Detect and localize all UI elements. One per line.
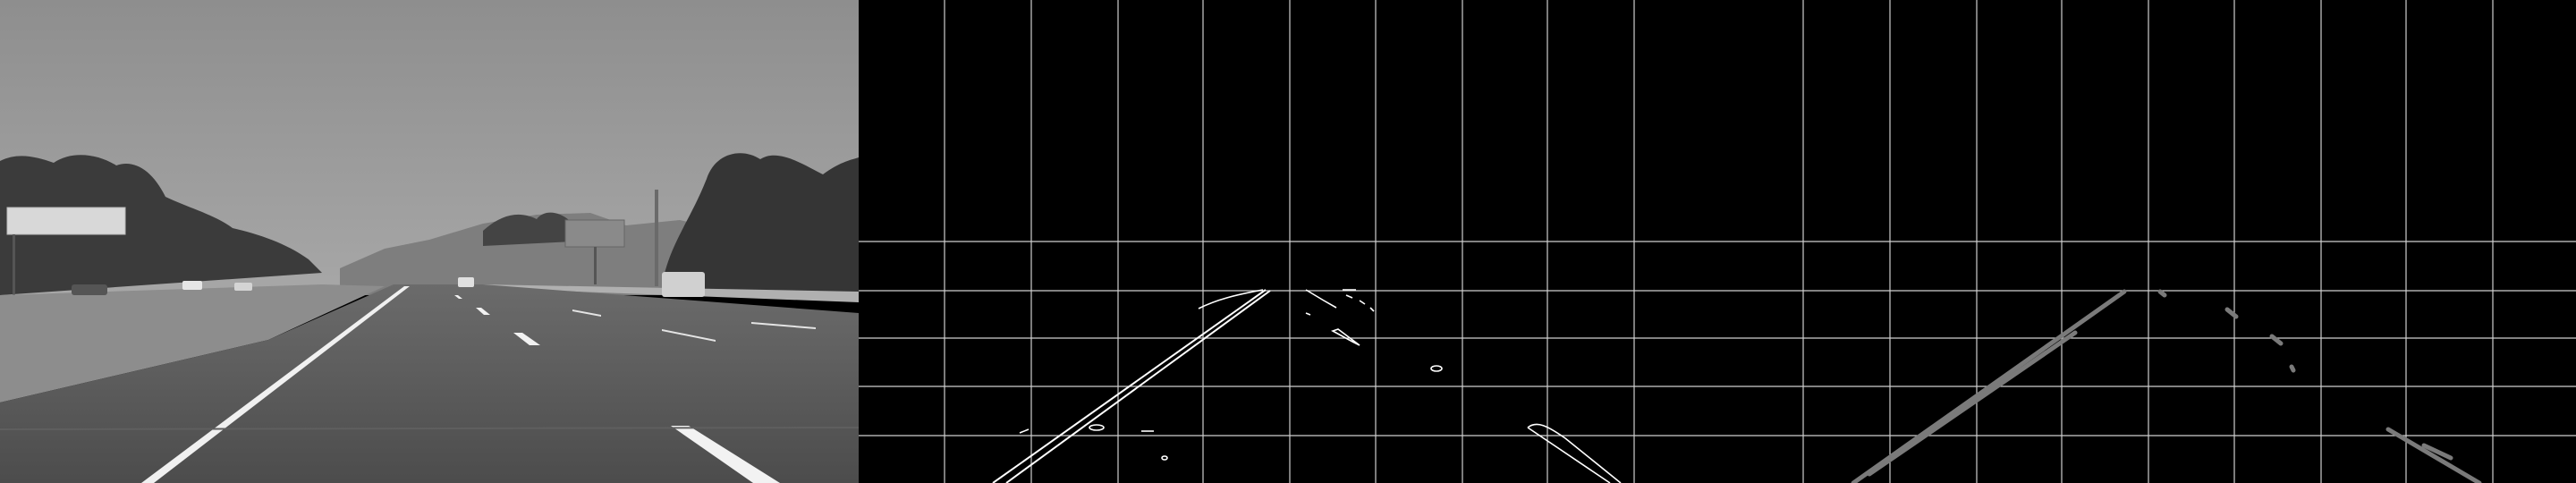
lines-canvas bbox=[1717, 0, 2576, 483]
edge-fragments bbox=[1019, 289, 1622, 483]
billboard bbox=[6, 207, 126, 235]
canny-edges-with-grid bbox=[859, 0, 1717, 483]
far-right-dashes bbox=[572, 309, 816, 342]
grayscale-road-photo bbox=[0, 0, 859, 483]
right-dashed-lane bbox=[454, 295, 780, 483]
left-lane-line bbox=[141, 286, 410, 483]
detected-right-lane bbox=[2157, 289, 2482, 483]
grid-overlay bbox=[859, 0, 1717, 483]
hough-lines-with-grid bbox=[1717, 0, 2576, 483]
road-seam bbox=[0, 427, 859, 430]
highway-sign bbox=[564, 219, 625, 248]
road-photo-canvas bbox=[0, 0, 859, 483]
right-trees bbox=[662, 153, 859, 295]
highway-sign-post bbox=[594, 247, 597, 284]
left-trees bbox=[0, 155, 322, 295]
lane-edge-left bbox=[992, 289, 1271, 483]
right-hill-trees bbox=[483, 212, 572, 246]
grid-overlay bbox=[1717, 0, 2576, 483]
vehicles bbox=[72, 272, 705, 297]
billboard-post bbox=[13, 234, 15, 297]
edges-canvas bbox=[859, 0, 1717, 483]
detected-left-lane bbox=[1851, 289, 2127, 483]
light-pole bbox=[655, 190, 658, 286]
roadside-grass-left bbox=[0, 284, 385, 402]
